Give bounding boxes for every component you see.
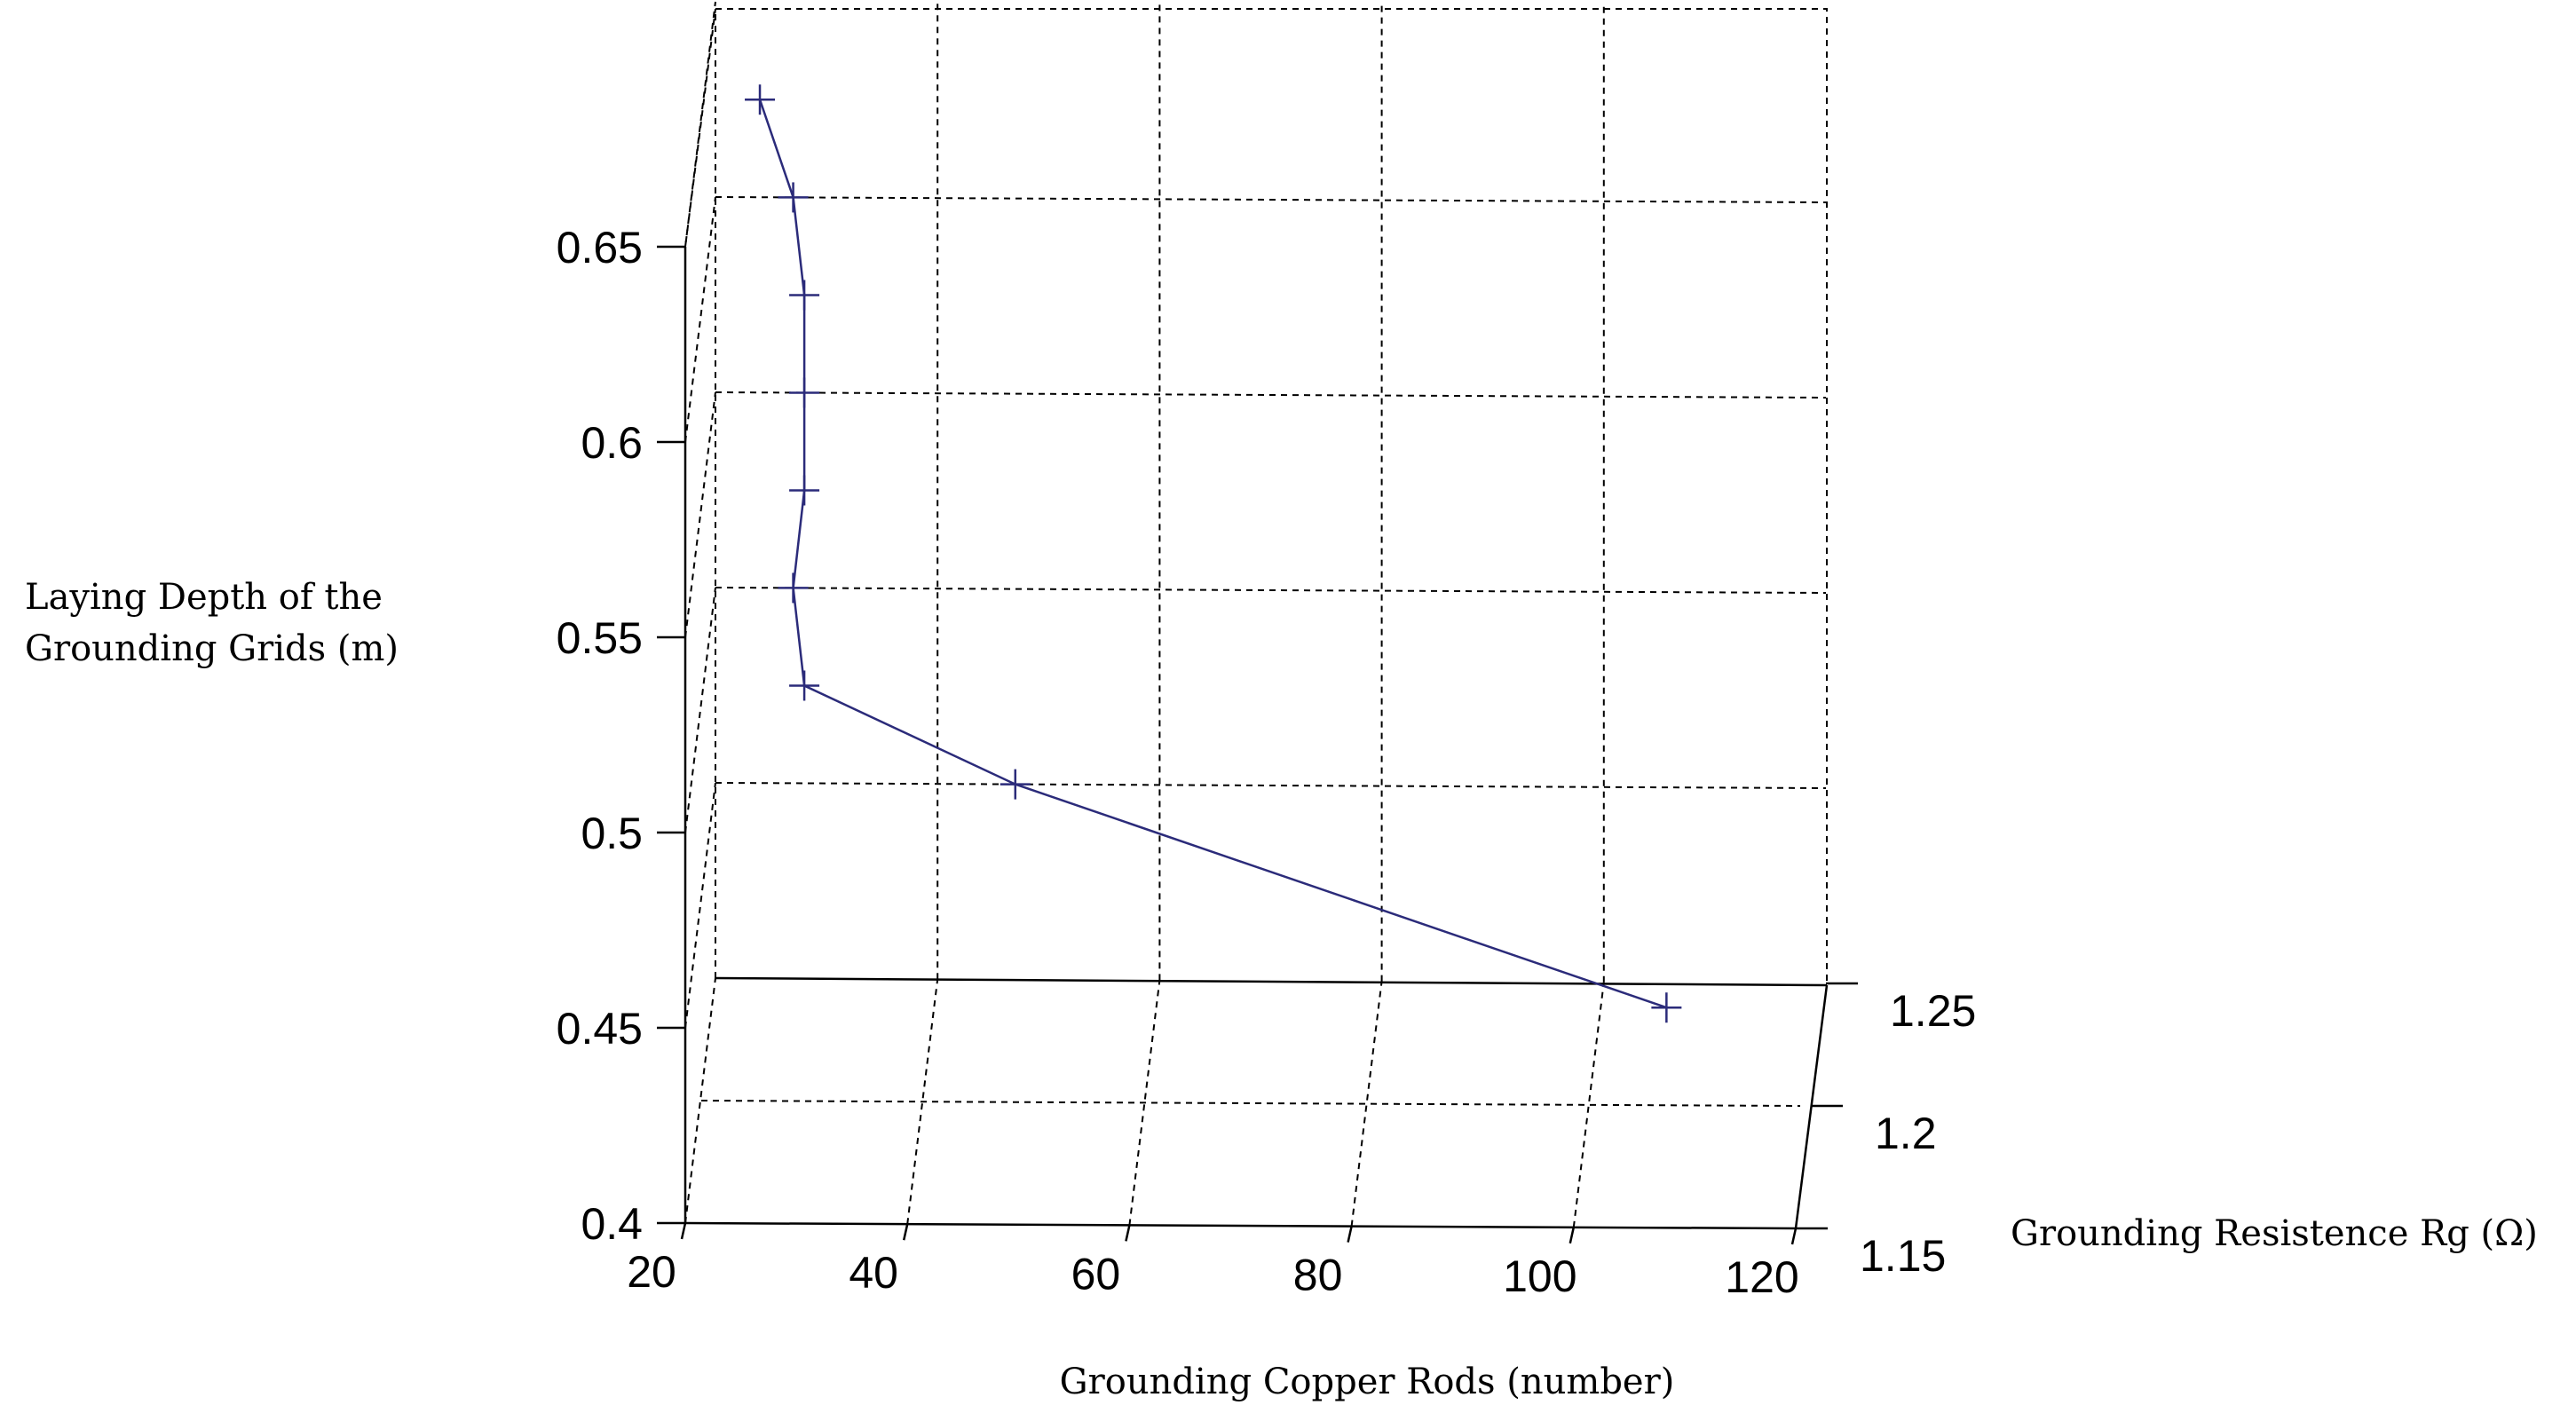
- x-tick-mark: [1125, 1225, 1131, 1242]
- z-axis: 0.4 0.45 0.5 0.55 0.6 0.65: [557, 223, 685, 1249]
- series-marker: [778, 182, 809, 213]
- y-axis: 1.15 1.2 1.25: [1796, 982, 1976, 1281]
- z-tick-label: 0.5: [581, 809, 643, 858]
- left-wall: [684, 1, 716, 1224]
- back-wall: [715, 3, 1828, 985]
- series-marker: [789, 670, 820, 701]
- x-axis: 20 40 60 80 100 120: [627, 1222, 1799, 1302]
- z-tick-label: 0.4: [581, 1199, 643, 1249]
- back-grid-line-z: [715, 196, 1827, 203]
- floor-grid-line-x: [1350, 981, 1383, 1227]
- left-wall-frame: [684, 8, 716, 1224]
- x-tick-labels: 20 40 60 80 100 120: [627, 1247, 1799, 1302]
- series-marker: [789, 280, 820, 311]
- y-tick-labels: 1.15 1.2 1.25: [1860, 986, 1976, 1281]
- z-axis-title-line-1: Laying Depth of the: [25, 577, 383, 618]
- series-marker: [789, 377, 820, 408]
- series-marker: [1651, 992, 1682, 1023]
- left-grid-line-z: [684, 196, 716, 443]
- series-markers: [745, 84, 1682, 1023]
- z-tick-marks: [657, 245, 685, 1225]
- z-tick-labels: 0.4 0.45 0.5 0.55 0.6 0.65: [557, 223, 643, 1249]
- x-tick-marks: [680, 1222, 1798, 1245]
- y-tick-label: 1.15: [1860, 1231, 1946, 1281]
- z-axis-title-line-2: Grounding Grids (m): [25, 628, 399, 669]
- x-tick-mark: [1790, 1228, 1798, 1245]
- y-tick-marks: [1796, 982, 1858, 1230]
- x-tick-mark: [1569, 1227, 1576, 1244]
- y-tick-label: 1.2: [1875, 1109, 1937, 1158]
- z-tick-label: 0.6: [581, 418, 643, 468]
- x-axis-title: Grounding Copper Rods (number): [1060, 1362, 1675, 1402]
- x-tick-mark: [902, 1223, 909, 1241]
- series-marker: [789, 475, 820, 506]
- back-grid-line-z: [715, 391, 1827, 399]
- data-series: [745, 84, 1682, 1023]
- back-wall-grid: [715, 3, 1827, 983]
- left-grid-line-z: [684, 391, 716, 638]
- x-tick-label: 80: [1293, 1251, 1343, 1300]
- z-tick-label: 0.55: [557, 613, 643, 663]
- x-tick-label: 40: [849, 1248, 898, 1298]
- x-tick-label: 100: [1503, 1251, 1576, 1301]
- z-tick-label: 0.45: [557, 1004, 643, 1054]
- series-line: [758, 99, 1667, 1009]
- x-axis-line: [684, 1221, 1797, 1230]
- x-tick-mark: [1347, 1226, 1353, 1243]
- floor-back-edge: [715, 976, 1828, 987]
- floor-grid-line-x: [1572, 982, 1605, 1228]
- series-marker: [778, 572, 809, 604]
- x-tick-label: 60: [1071, 1249, 1121, 1299]
- series-marker: [1000, 769, 1031, 800]
- floor: [700, 976, 1828, 1228]
- series-marker: [745, 84, 776, 115]
- floor-dashed-line: [700, 1100, 1801, 1107]
- left-wall-grid: [684, 1, 716, 1029]
- left-grid-line-z: [684, 587, 716, 833]
- left-grid-line-z: [684, 782, 716, 1029]
- z-axis-title: Laying Depth of the Grounding Grids (m): [25, 577, 399, 669]
- back-wall-frame: [715, 8, 1828, 985]
- back-grid-line-z: [715, 782, 1827, 789]
- back-grid-line-z: [715, 587, 1827, 594]
- y-axis-title: Grounding Resistence Rg (Ω): [2011, 1213, 2538, 1254]
- x-tick-label: 120: [1725, 1252, 1798, 1302]
- x-tick-label: 20: [627, 1247, 676, 1297]
- axes: [684, 247, 1829, 1230]
- x-tick-mark: [680, 1222, 687, 1240]
- z-tick-label: 0.65: [557, 223, 643, 272]
- y-tick-label: 1.25: [1890, 986, 1976, 1036]
